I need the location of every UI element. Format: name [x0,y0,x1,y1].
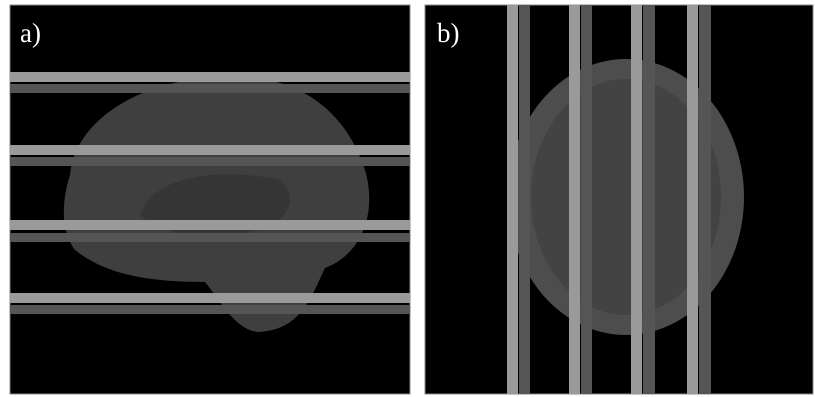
panel-label: a) [20,18,41,48]
stripe-light [687,5,698,394]
stripe-dark [10,157,410,166]
stripe-dark [581,5,592,394]
stripe-light [10,220,410,230]
stripe-light [10,293,410,303]
stripe-dark [643,5,655,394]
panel-b: b) [424,4,814,395]
stripe-light [10,72,410,82]
stripe-light [507,5,518,394]
panel-label: b) [437,18,460,48]
stripe-light [10,145,410,155]
panel-a: a) [9,4,411,395]
stripe-light [569,5,580,394]
stripe-dark [10,233,410,242]
stripe-dark [10,305,410,314]
stripe-dark [10,84,410,93]
stripe-dark [519,5,530,394]
stripe-dark [699,5,711,394]
stripe-light [631,5,642,394]
